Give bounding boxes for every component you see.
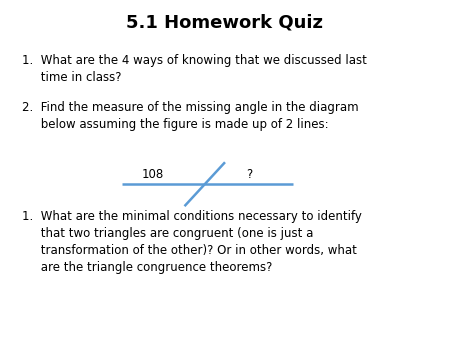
Text: 5.1 Homework Quiz: 5.1 Homework Quiz xyxy=(126,14,324,31)
Text: 1.  What are the 4 ways of knowing that we discussed last
     time in class?: 1. What are the 4 ways of knowing that w… xyxy=(22,54,367,84)
Text: 108: 108 xyxy=(142,168,164,181)
Text: ?: ? xyxy=(247,168,253,181)
Text: 1.  What are the minimal conditions necessary to identify
     that two triangle: 1. What are the minimal conditions neces… xyxy=(22,210,362,273)
Text: 2.  Find the measure of the missing angle in the diagram
     below assuming the: 2. Find the measure of the missing angle… xyxy=(22,101,359,131)
